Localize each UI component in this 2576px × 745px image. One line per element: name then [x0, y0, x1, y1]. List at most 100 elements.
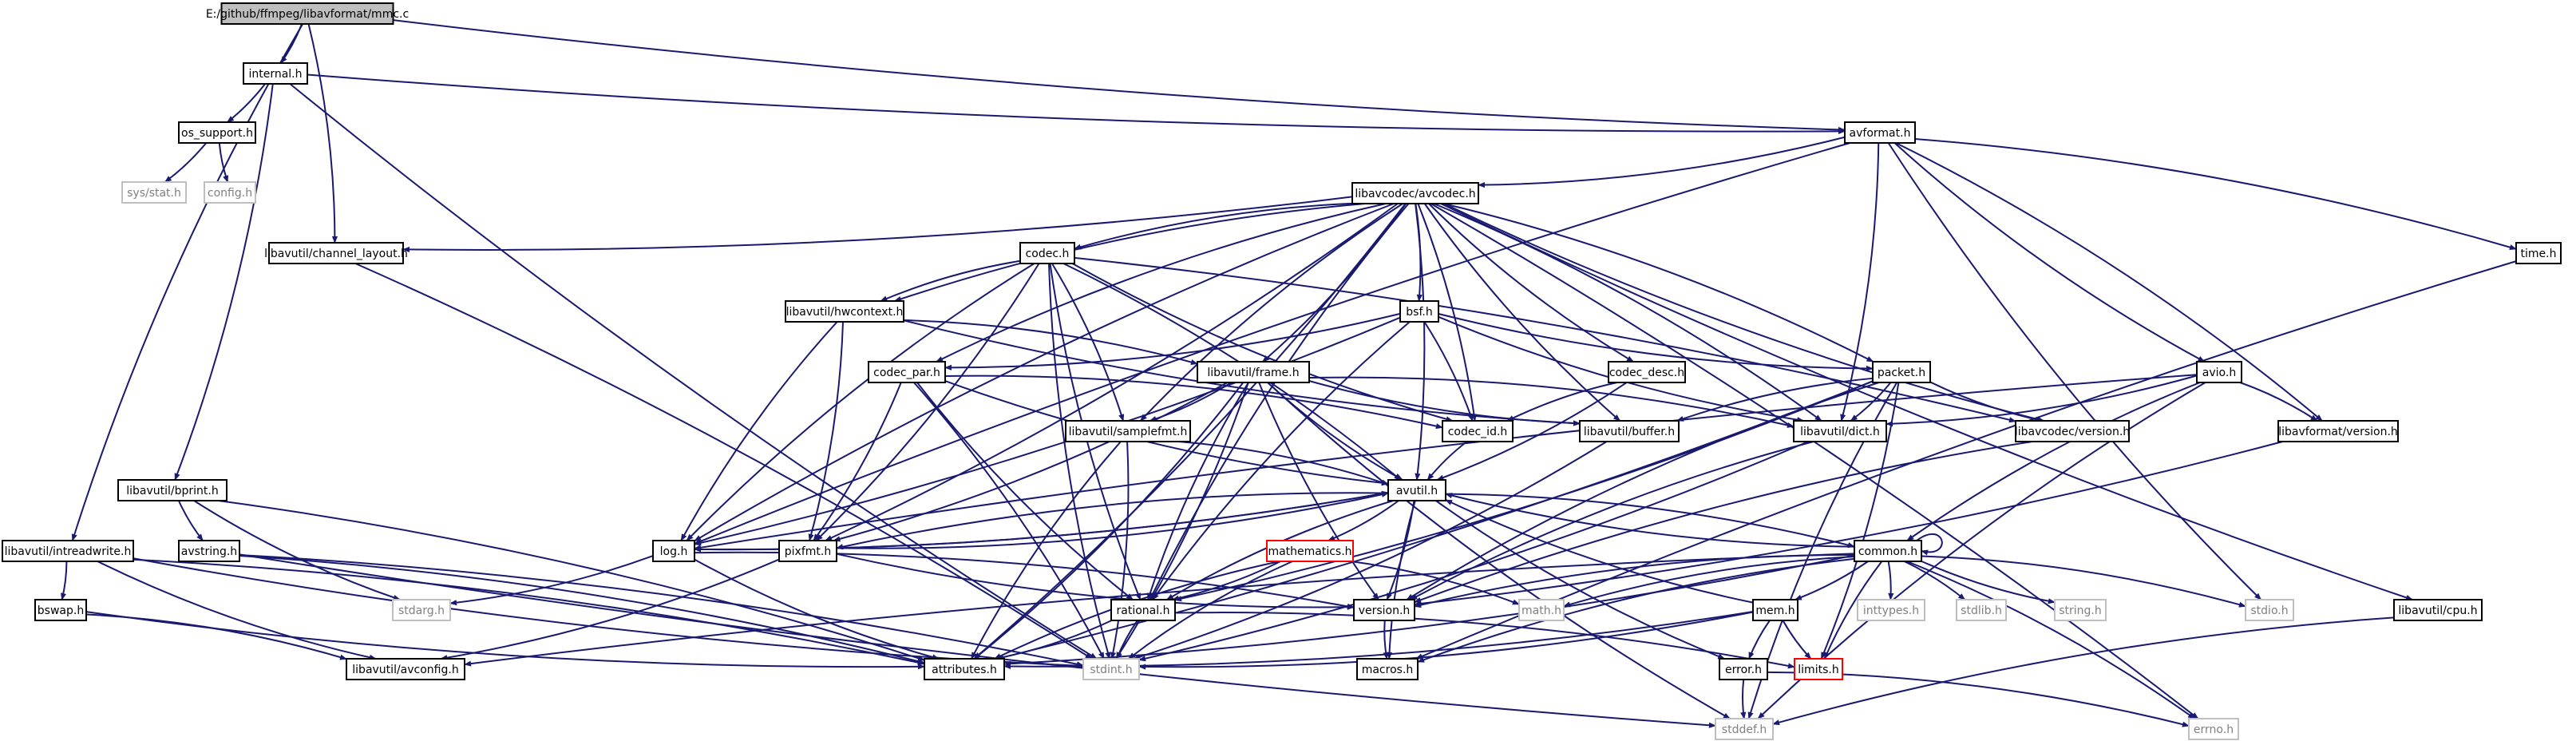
- node-box: [1110, 599, 1176, 621]
- edge-codec_par-to-avutil: [944, 380, 1389, 486]
- node-macros[interactable]: macros.h: [1356, 658, 1419, 680]
- node-label: common.h: [1858, 545, 1917, 558]
- edge-bprint-to-stdarg: [193, 500, 401, 600]
- node-mathematics[interactable]: mathematics.h: [1266, 540, 1354, 562]
- node-sys_stat[interactable]: sys/stat.h: [121, 181, 187, 204]
- edge-packet-to-lavc_version: [1929, 381, 2044, 422]
- node-stdio[interactable]: stdio.h: [2245, 599, 2294, 621]
- node-inttypes[interactable]: inttypes.h: [1857, 599, 1925, 621]
- node-hwcontext[interactable]: libavutil/hwcontext.h: [785, 300, 904, 323]
- node-pixfmt[interactable]: pixfmt.h: [778, 540, 837, 562]
- node-stdarg[interactable]: stdarg.h: [392, 599, 451, 621]
- node-common[interactable]: common.h: [1854, 540, 1922, 562]
- edge-internal-to-bprint: [174, 83, 274, 481]
- node-limits[interactable]: limits.h: [1794, 658, 1843, 680]
- node-label: libavutil/avconfig.h: [352, 664, 458, 676]
- node-attributes[interactable]: attributes.h: [924, 658, 1005, 680]
- node-label: time.h: [2521, 248, 2557, 260]
- node-box: [1518, 599, 1565, 621]
- edge-mem-to-avutil: [1445, 499, 1754, 604]
- node-label: stdarg.h: [398, 604, 445, 617]
- node-label: libavutil/dict.h: [1800, 426, 1880, 438]
- node-box: [2393, 599, 2483, 621]
- node-avconfig[interactable]: libavutil/avconfig.h: [346, 658, 465, 680]
- node-box: [1356, 658, 1419, 680]
- node-label: libavutil/bprint.h: [126, 485, 219, 497]
- node-log[interactable]: log.h: [652, 540, 695, 562]
- node-stddef[interactable]: stddef.h: [1715, 718, 1774, 740]
- node-math[interactable]: math.h: [1518, 599, 1565, 621]
- edge-pixfmt-to-version: [836, 553, 1355, 610]
- node-box: [1719, 658, 1768, 680]
- edge-avcodec-to-hwcontext: [893, 203, 1366, 302]
- edge-common-to-avconfig: [464, 553, 1855, 667]
- node-stdlib[interactable]: stdlib.h: [1956, 599, 2007, 621]
- node-packet[interactable]: packet.h: [1872, 361, 1931, 383]
- edge-avformat-to-avio: [1893, 142, 2206, 363]
- edge-common-to-inttypes: [1887, 561, 1894, 600]
- node-box: [1442, 420, 1514, 442]
- node-avutil[interactable]: avutil.h: [1387, 479, 1446, 501]
- node-internal[interactable]: internal.h: [243, 62, 308, 85]
- node-codec_id[interactable]: codec_id.h: [1442, 420, 1514, 442]
- node-label: mem.h: [1755, 604, 1794, 617]
- edge-bsf-to-rational: [1152, 321, 1411, 600]
- node-avcodec[interactable]: libavcodec/avcodec.h: [1351, 182, 1479, 204]
- node-errno[interactable]: errno.h: [2188, 718, 2239, 740]
- node-lavf_version[interactable]: libavformat/version.h: [2277, 420, 2399, 442]
- edge-avformat-to-lavf_version: [1895, 142, 2323, 422]
- node-avstring[interactable]: avstring.h: [178, 540, 240, 562]
- edge-avcodec-to-rational: [1149, 203, 1410, 600]
- node-label: libavutil/channel_layout.h: [264, 248, 408, 260]
- node-frame[interactable]: libavutil/frame.h: [1197, 361, 1310, 383]
- node-lavc_version[interactable]: libavcodec/version.h: [2015, 420, 2130, 442]
- edge-avformat-to-avcodec: [1478, 136, 1846, 188]
- edge-hwcontext-to-pixfmt: [808, 321, 845, 541]
- node-avformat[interactable]: avformat.h: [1844, 121, 1916, 144]
- node-label: E:/github/ffmpeg/libavformat/mmc.c: [206, 8, 409, 21]
- node-samplefmt[interactable]: libavutil/samplefmt.h: [1065, 420, 1191, 442]
- edge-packet-to-attributes: [996, 380, 1874, 660]
- node-config[interactable]: config.h: [204, 181, 256, 204]
- node-codec_par[interactable]: codec_par.h: [868, 361, 946, 383]
- edge-avcodec-to-samplefmt: [1139, 203, 1403, 422]
- edge-internal-to-stdint: [289, 83, 1098, 660]
- node-box: [868, 361, 946, 383]
- node-label: attributes.h: [932, 664, 997, 676]
- edge-common-to-string: [1921, 560, 2056, 604]
- node-bprint[interactable]: libavutil/bprint.h: [117, 479, 228, 501]
- node-mem[interactable]: mem.h: [1752, 599, 1798, 621]
- edge-mmc-to-channel_layout: [307, 23, 338, 244]
- node-string[interactable]: string.h: [2054, 599, 2107, 621]
- node-os_support[interactable]: os_support.h: [178, 121, 256, 144]
- edge-os_support-to-config: [218, 142, 229, 183]
- node-label: packet.h: [1878, 367, 1925, 379]
- node-stdint[interactable]: stdint.h: [1082, 658, 1140, 680]
- node-box: [346, 658, 465, 680]
- edge-lavc_version-to-version: [1414, 441, 2033, 604]
- edge-error-to-stddef: [1740, 679, 1747, 719]
- node-cpu[interactable]: libavutil/cpu.h: [2393, 599, 2483, 621]
- node-box: [1082, 658, 1140, 680]
- node-box: [2277, 420, 2399, 442]
- node-avio[interactable]: avio.h: [2196, 361, 2242, 383]
- node-mmc[interactable]: E:/github/ffmpeg/libavformat/mmc.c: [206, 2, 409, 25]
- node-channel_layout[interactable]: libavutil/channel_layout.h: [264, 242, 408, 264]
- node-bswap[interactable]: bswap.h: [34, 599, 87, 621]
- node-intreadwrite[interactable]: libavutil/intreadwrite.h: [2, 540, 134, 562]
- node-version[interactable]: version.h: [1353, 599, 1415, 621]
- edge-avcodec-to-codec: [1074, 202, 1353, 250]
- edge-dict-to-stdint: [1138, 441, 1809, 662]
- node-dict[interactable]: libavutil/dict.h: [1793, 420, 1887, 442]
- node-bsf[interactable]: bsf.h: [1399, 300, 1439, 323]
- node-error[interactable]: error.h: [1719, 658, 1768, 680]
- node-box: [2, 540, 134, 562]
- node-time[interactable]: time.h: [2515, 242, 2562, 264]
- node-box: [1793, 420, 1887, 442]
- node-codec[interactable]: codec.h: [1019, 242, 1075, 264]
- edge-avutil-to-common: [1445, 493, 1855, 549]
- node-codec_desc[interactable]: codec_desc.h: [1608, 361, 1686, 383]
- edge-intreadwrite-to-bswap: [61, 561, 68, 600]
- node-rational[interactable]: rational.h: [1110, 599, 1176, 621]
- node-buffer[interactable]: libavutil/buffer.h: [1579, 420, 1680, 442]
